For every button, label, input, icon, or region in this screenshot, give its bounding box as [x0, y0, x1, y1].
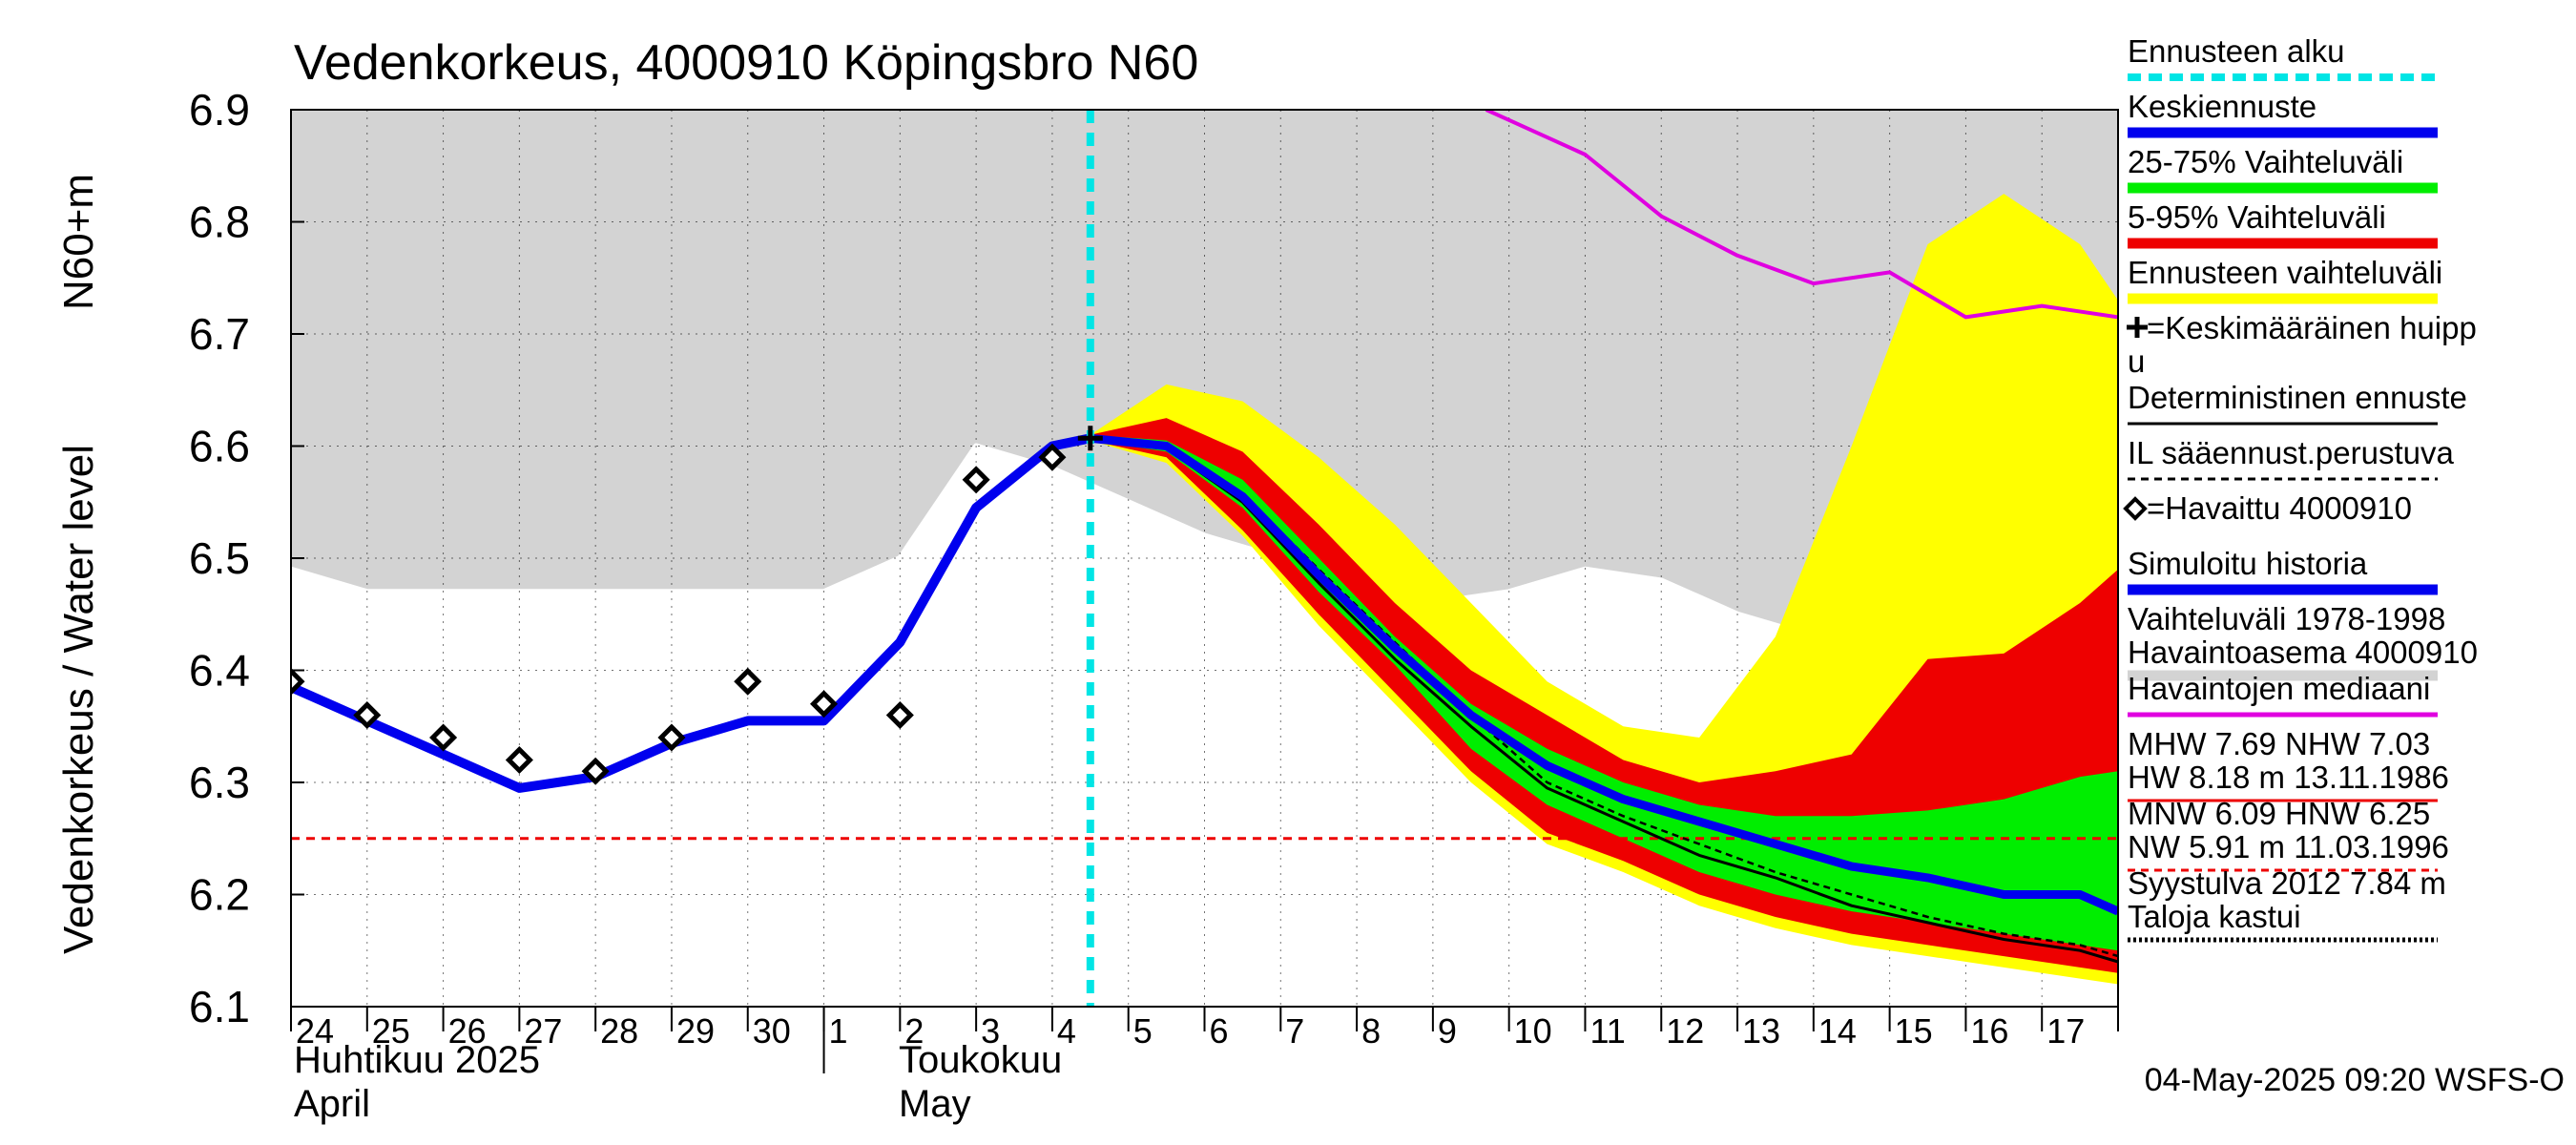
x-tick-label: 28 [600, 1011, 638, 1051]
x-tick-label: 10 [1514, 1011, 1552, 1051]
y-axis-label: Vedenkorkeus / Water level [55, 445, 102, 954]
legend-label: =Havaittu 4000910 [2147, 490, 2412, 526]
y-tick-label: 6.2 [189, 870, 250, 920]
x-tick-label: 16 [1970, 1011, 2008, 1051]
observed-point [734, 667, 762, 696]
simulated-history-line [291, 433, 1091, 793]
legend-label: Syystulva 2012 7.84 m [2128, 865, 2446, 901]
y-tick-label: 6.4 [189, 646, 250, 696]
deterministic-forecast-line [1090, 436, 2118, 964]
legend-label: IL sääennust.perustuva [2128, 435, 2454, 470]
y-axis-unit-label: N60+m [55, 174, 102, 310]
x-tick-label: 5 [1133, 1011, 1153, 1051]
x-tick-label: 4 [1057, 1011, 1076, 1051]
y-tick-label: 6.1 [189, 982, 250, 1031]
legend-label-line2: Havaintoasema 4000910 [2128, 635, 2478, 670]
y-tick-label: 6.6 [189, 422, 250, 471]
legend-diamond-swatch [2123, 496, 2148, 521]
legend-label-line2: u [2128, 344, 2145, 379]
observed-point [657, 723, 686, 752]
legend-label: MHW 7.69 NHW 7.03 [2128, 726, 2430, 761]
legend-plus-swatch [2127, 317, 2148, 338]
observed-point [962, 466, 990, 494]
x-tick-label: 7 [1285, 1011, 1304, 1051]
legend-label: Ennusteen vaihteluväli [2128, 255, 2442, 290]
month-label-april-en: April [294, 1083, 370, 1125]
legend-label-line2: NW 5.91 m 11.03.1996 [2128, 829, 2449, 864]
observed-point [810, 690, 839, 718]
x-tick-label: 14 [1818, 1011, 1857, 1051]
x-tick-label: 13 [1742, 1011, 1780, 1051]
observed-point [505, 745, 533, 775]
x-tick-label: 27 [524, 1011, 562, 1051]
x-tick-label: 30 [753, 1011, 791, 1051]
x-tick-label: 1 [829, 1011, 848, 1051]
x-tick-label: 8 [1361, 1011, 1381, 1051]
y-tick-label: 6.7 [189, 309, 250, 359]
legend-label: Deterministinen ennuste [2128, 380, 2467, 415]
observed-point [291, 667, 305, 696]
observed-point [885, 700, 914, 730]
legend: Ennusteen alku Keskiennuste 25-75% Vaihtel… [2123, 33, 2478, 943]
observed-point [581, 757, 610, 785]
range-25-75-band [1090, 434, 2118, 951]
x-tick-label: 2 [904, 1011, 924, 1051]
x-tick-label: 24 [296, 1011, 334, 1051]
observed-median-line [1485, 110, 2118, 320]
il-forecast-line [1090, 437, 2118, 958]
legend-label-line2: HW 8.18 m 13.11.1986 [2128, 760, 2449, 795]
mean-forecast-line [1090, 433, 2118, 916]
legend-label: 5-95% Vaihteluväli [2128, 199, 2386, 235]
x-tick-label: 15 [1895, 1011, 1933, 1051]
x-tick-label: 29 [676, 1011, 715, 1051]
legend-label-line2: Taloja kastui [2128, 899, 2301, 934]
x-tick-label: 6 [1210, 1011, 1229, 1051]
x-tick-label: 3 [981, 1011, 1000, 1051]
observed-point [353, 700, 382, 730]
month-label-april-fi: Huhtikuu 2025 [294, 1039, 540, 1081]
mean-peak-marker [1077, 426, 1103, 451]
legend-label: =Keskimääräinen huipp [2147, 310, 2477, 345]
y-tick-label: 6.5 [189, 533, 250, 583]
x-tick-label: 11 [1589, 1011, 1625, 1051]
observed-point [429, 723, 458, 752]
month-label-may-en: May [899, 1083, 971, 1125]
plot-area [291, 110, 2118, 1007]
legend-label: Keskiennuste [2128, 89, 2316, 124]
legend-label: Ennusteen alku [2128, 33, 2345, 69]
legend-label: MNW 6.09 HNW 6.25 [2128, 796, 2430, 831]
legend-label: Havaintojen mediaani [2128, 671, 2430, 706]
y-tick-label: 6.9 [189, 85, 250, 135]
legend-label: Vaihteluväli 1978-1998 [2128, 601, 2445, 636]
legend-label: Simuloitu historia [2128, 546, 2368, 581]
x-tick-label: 26 [448, 1011, 487, 1051]
chart-title: Vedenkorkeus, 4000910 Köpingsbro N60 [294, 35, 1198, 91]
y-tick-label: 6.8 [189, 198, 250, 247]
x-tick-label: 17 [2046, 1011, 2085, 1051]
legend-label: 25-75% Vaihteluväli [2128, 144, 2403, 179]
observed-point [1038, 443, 1067, 471]
month-label-may-fi: Toukokuu [899, 1039, 1062, 1081]
footer-timestamp: 04-May-2025 09:20 WSFS-O [2145, 1062, 2565, 1098]
x-tick-label: 25 [372, 1011, 410, 1051]
y-tick-label: 6.3 [189, 758, 250, 807]
x-tick-label: 9 [1438, 1011, 1457, 1051]
x-tick-label: 12 [1666, 1011, 1704, 1051]
